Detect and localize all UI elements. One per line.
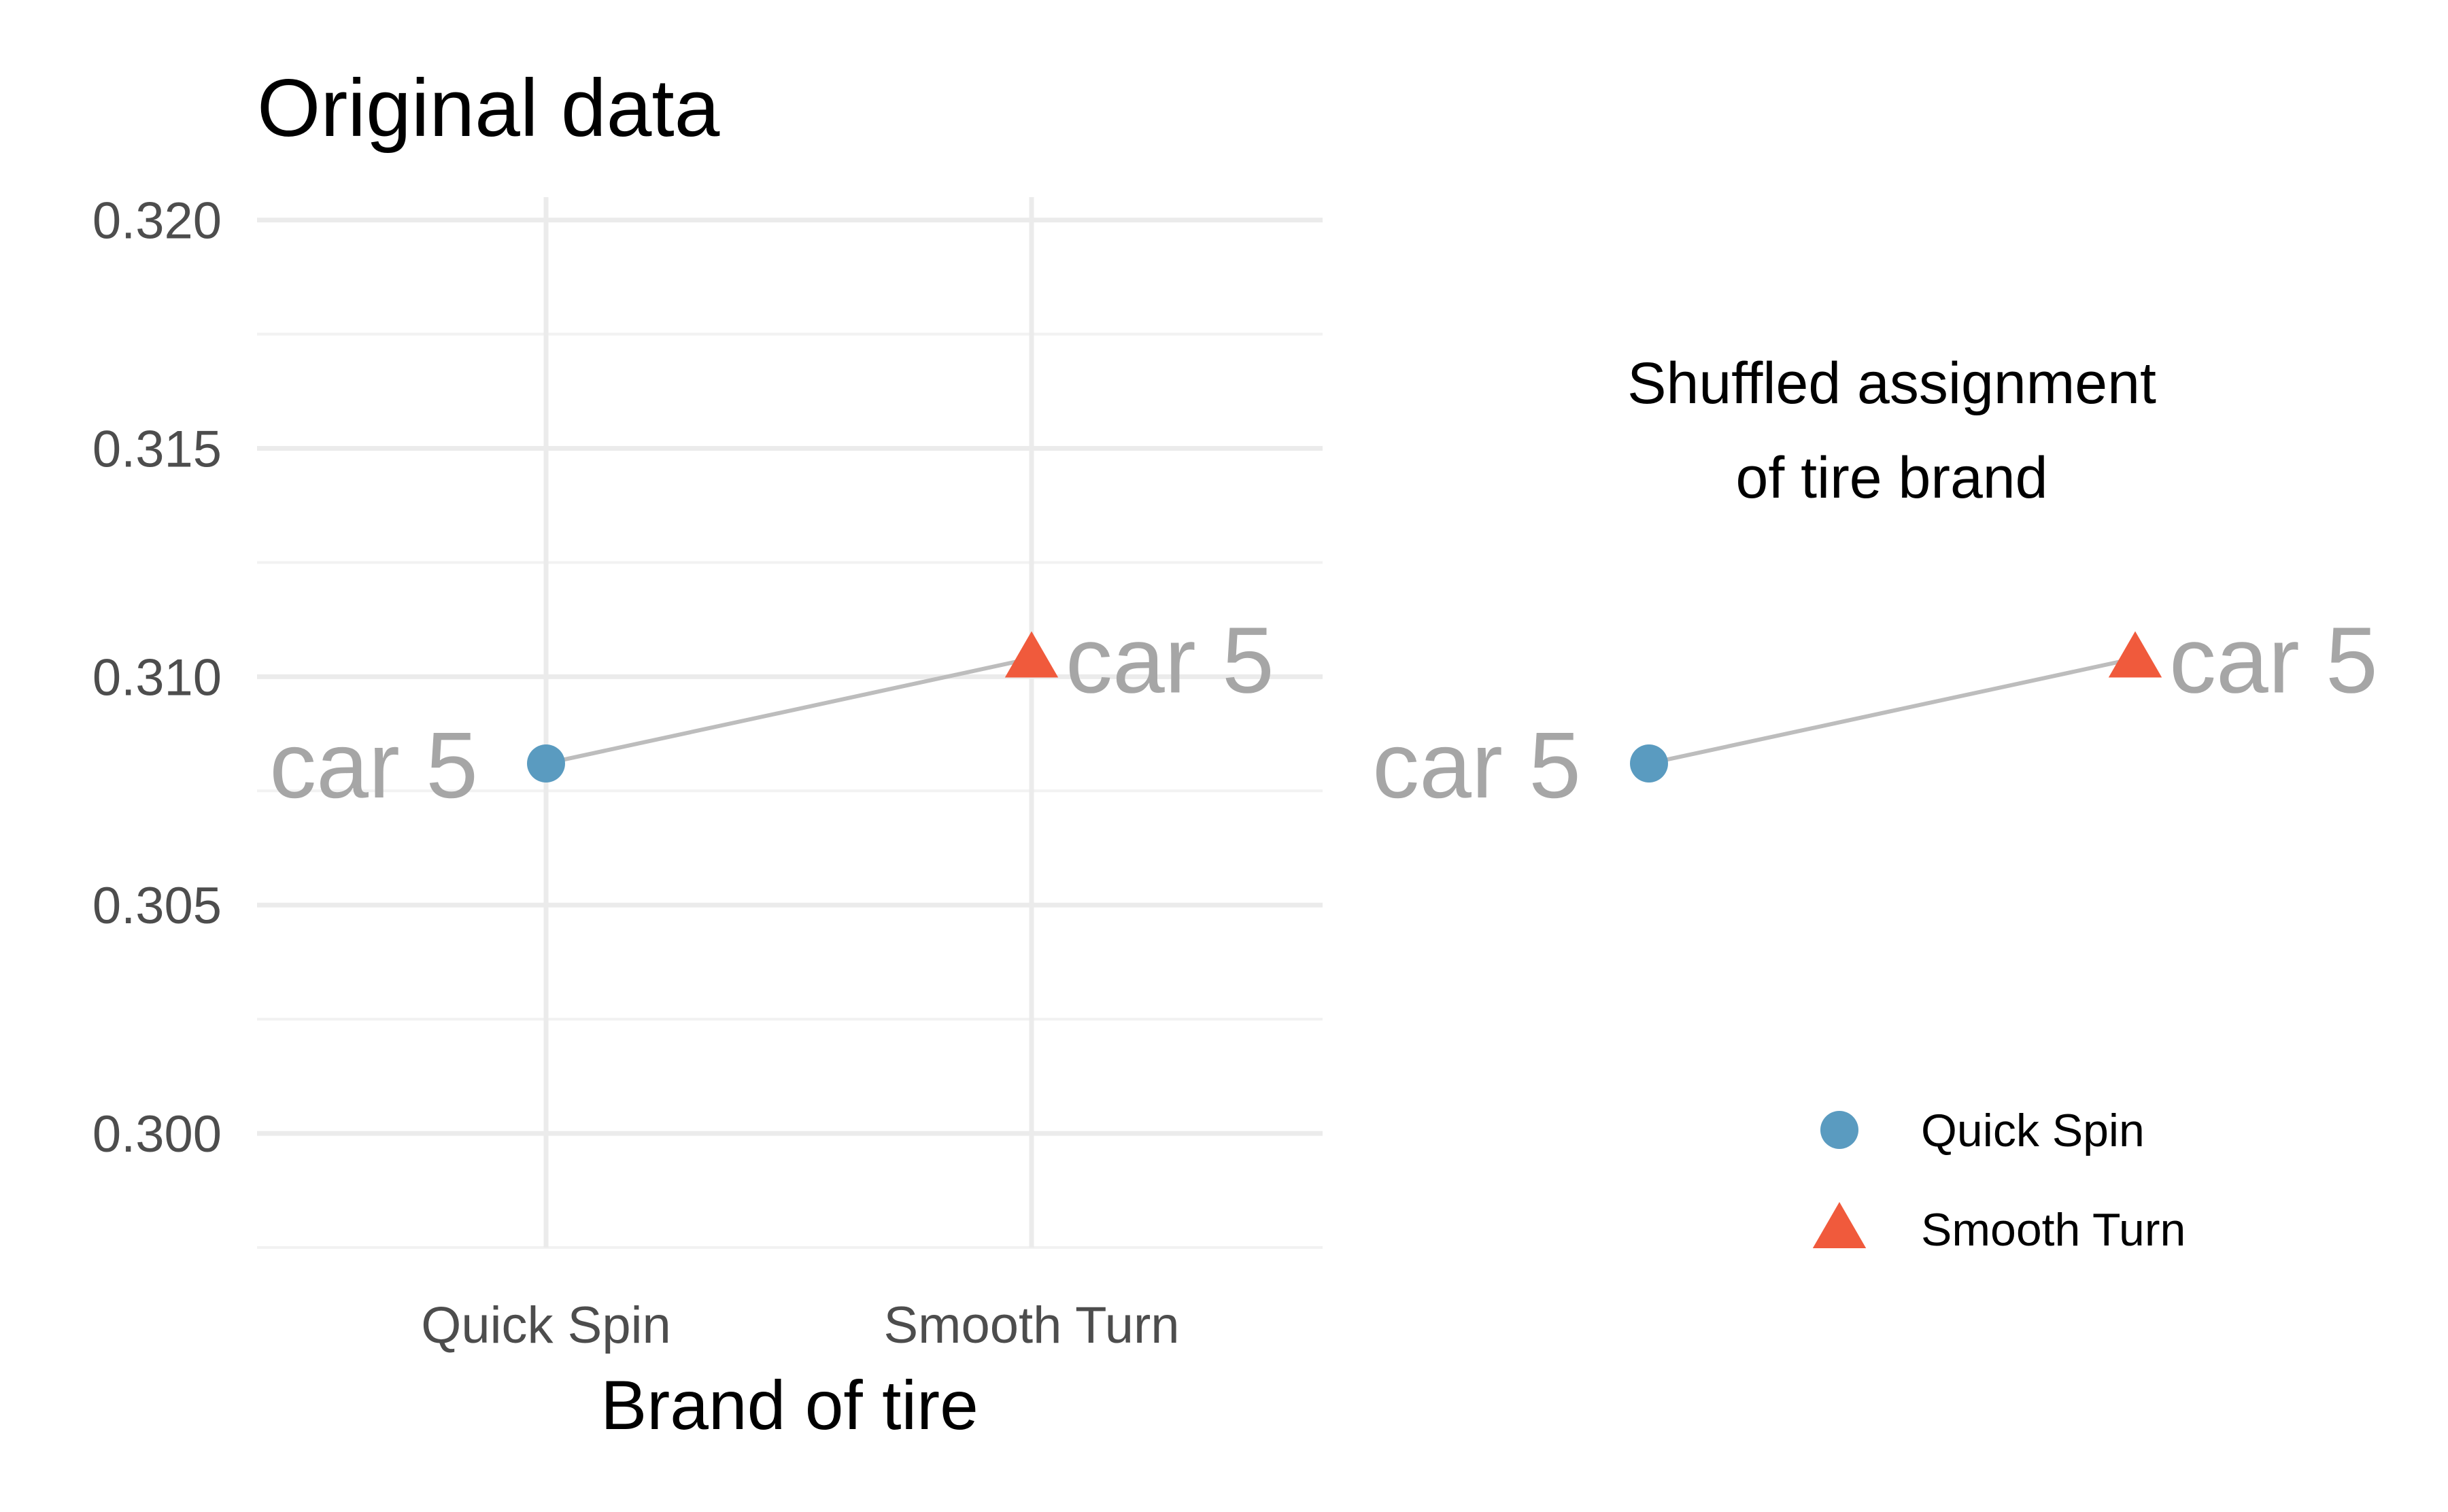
left-y-ticks: 0.300 0.305 0.310 0.315 0.320 <box>92 192 222 1163</box>
y-tick-label: 0.315 <box>92 420 222 478</box>
left-chart-title: Original data <box>257 63 720 154</box>
y-tick-label: 0.320 <box>92 192 222 250</box>
car-label-quick-spin: car 5 <box>269 713 478 818</box>
quick-spin-point <box>527 744 565 783</box>
x-axis-title: Brand of tire <box>600 1367 979 1444</box>
car-label-smooth-turn: car 5 <box>1066 608 1274 712</box>
smooth-turn-point <box>1004 631 1059 678</box>
connector-line <box>1648 656 2136 766</box>
left-grid <box>257 197 1323 1249</box>
legend-smooth-turn-icon <box>1812 1202 1867 1248</box>
right-chart-title-line-2: of tire brand <box>1736 445 2048 511</box>
y-tick-label: 0.305 <box>92 877 222 935</box>
car-label-smooth-turn: car 5 <box>2169 608 2378 712</box>
shuffled-panel: Shuffled assignment of tire brand car 5c… <box>1372 351 2378 1256</box>
legend: Quick Spin Smooth Turn <box>1812 1105 2186 1256</box>
original-data-panel: 0.300 0.305 0.310 0.315 0.320 Quick Spin Smoo… <box>92 63 1323 1444</box>
y-tick-label: 0.310 <box>92 649 222 706</box>
y-tick-label: 0.300 <box>92 1105 222 1163</box>
car-label-quick-spin: car 5 <box>1372 713 1581 818</box>
left-x-ticks: Quick Spin Smooth Turn <box>421 1296 1179 1354</box>
x-tick-label: Quick Spin <box>421 1296 671 1354</box>
quick-spin-point <box>1630 744 1668 783</box>
smooth-turn-point <box>2108 631 2162 678</box>
right-marks: car 5 car 5 <box>1372 608 2378 818</box>
legend-label: Quick Spin <box>1921 1105 2145 1156</box>
legend-label: Smooth Turn <box>1921 1204 2186 1256</box>
connector-line <box>545 656 1032 766</box>
legend-quick-spin-icon <box>1820 1111 1858 1149</box>
right-chart-title-line-1: Shuffled assignment <box>1627 351 2156 416</box>
x-tick-label: Smooth Turn <box>883 1296 1179 1354</box>
left-marks: car 5 car 5 <box>269 608 1274 818</box>
